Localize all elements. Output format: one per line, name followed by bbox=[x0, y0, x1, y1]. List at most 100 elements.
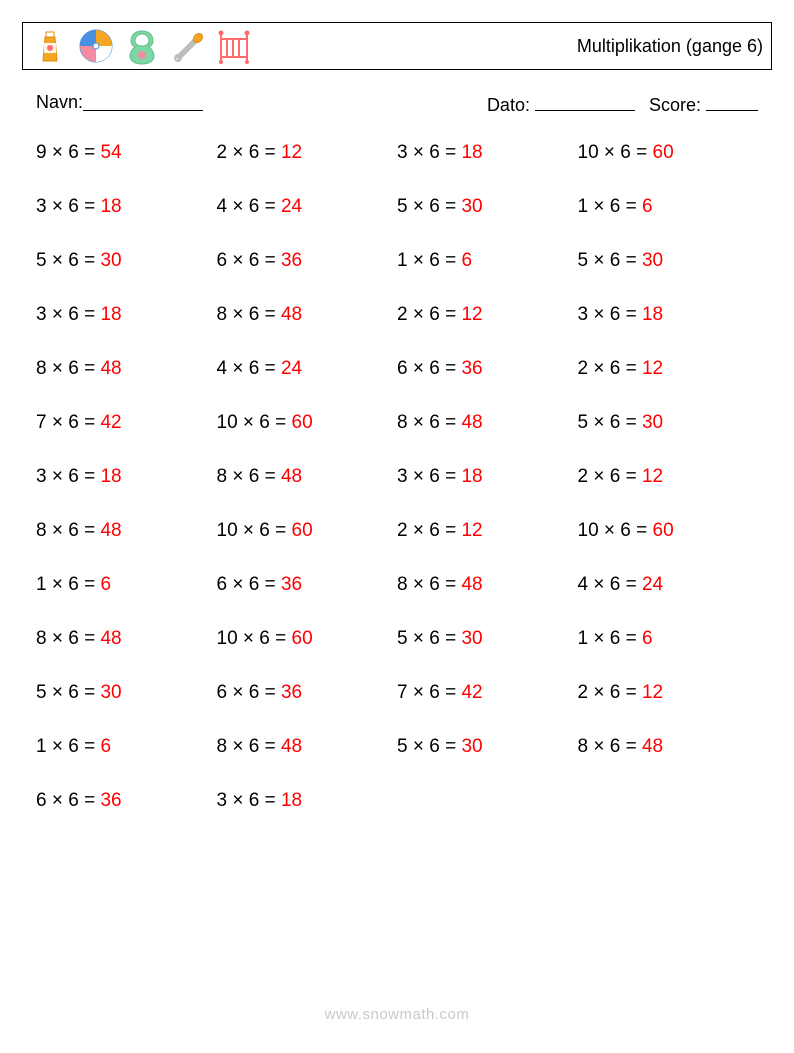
problem-answer: 6 bbox=[461, 250, 472, 271]
problem-answer: 48 bbox=[461, 412, 482, 433]
problem-expression: 3 × 6 = bbox=[36, 304, 100, 325]
problem: 8 × 6 = 48 bbox=[397, 574, 578, 596]
problem-expression: 2 × 6 = bbox=[578, 466, 642, 487]
problem: 5 × 6 = 30 bbox=[578, 250, 759, 272]
date-field: Dato: bbox=[487, 92, 635, 116]
problem: 3 × 6 = 18 bbox=[36, 196, 217, 218]
header-icons bbox=[29, 25, 255, 67]
problem-expression: 5 × 6 = bbox=[578, 412, 642, 433]
problem-expression: 3 × 6 = bbox=[397, 466, 461, 487]
problem-answer: 60 bbox=[292, 520, 313, 541]
problem: 8 × 6 = 48 bbox=[217, 304, 398, 326]
problem: 6 × 6 = 36 bbox=[217, 574, 398, 596]
baby-bib-icon bbox=[121, 25, 163, 67]
problem-expression: 4 × 6 = bbox=[217, 196, 281, 217]
problem: 5 × 6 = 30 bbox=[578, 412, 759, 434]
problem: 1 × 6 = 6 bbox=[36, 574, 217, 596]
problem: 8 × 6 = 48 bbox=[217, 466, 398, 488]
problem: 2 × 6 = 12 bbox=[397, 520, 578, 542]
problem-expression: 2 × 6 = bbox=[397, 304, 461, 325]
problem-answer: 60 bbox=[292, 412, 313, 433]
problem-expression: 5 × 6 = bbox=[397, 628, 461, 649]
problem-expression: 5 × 6 = bbox=[397, 196, 461, 217]
problem-answer: 6 bbox=[100, 574, 111, 595]
problem-expression: 5 × 6 = bbox=[578, 250, 642, 271]
info-row: Navn: Dato: Score: bbox=[36, 92, 758, 116]
problem: 6 × 6 = 36 bbox=[217, 682, 398, 704]
problem-answer: 48 bbox=[461, 574, 482, 595]
score-label: Score: bbox=[649, 95, 706, 115]
name-label: Navn: bbox=[36, 92, 83, 116]
problem-answer: 18 bbox=[100, 466, 121, 487]
problem-expression: 8 × 6 = bbox=[397, 574, 461, 595]
problem-answer: 30 bbox=[461, 196, 482, 217]
problem-answer: 12 bbox=[642, 682, 663, 703]
problem-answer: 42 bbox=[100, 412, 121, 433]
problem-answer: 30 bbox=[642, 412, 663, 433]
problem-answer: 12 bbox=[461, 304, 482, 325]
problem: 2 × 6 = 12 bbox=[397, 304, 578, 326]
problem-expression: 2 × 6 = bbox=[578, 358, 642, 379]
problem-expression: 2 × 6 = bbox=[397, 520, 461, 541]
problem-expression: 8 × 6 = bbox=[397, 412, 461, 433]
problem: 2 × 6 = 12 bbox=[578, 682, 759, 704]
problem-answer: 36 bbox=[281, 574, 302, 595]
problem-answer: 12 bbox=[281, 142, 302, 163]
problem: 3 × 6 = 18 bbox=[397, 142, 578, 164]
problem-answer: 12 bbox=[461, 520, 482, 541]
problem-expression: 8 × 6 = bbox=[36, 520, 100, 541]
problem-expression: 6 × 6 = bbox=[397, 358, 461, 379]
problem-answer: 36 bbox=[281, 682, 302, 703]
problem-expression: 2 × 6 = bbox=[217, 142, 281, 163]
problem-expression: 7 × 6 = bbox=[397, 682, 461, 703]
problem: 3 × 6 = 18 bbox=[36, 466, 217, 488]
problem-expression: 6 × 6 = bbox=[217, 574, 281, 595]
problem-answer: 48 bbox=[281, 304, 302, 325]
problem: 9 × 6 = 54 bbox=[36, 142, 217, 164]
problem-answer: 60 bbox=[292, 628, 313, 649]
problem-answer: 48 bbox=[100, 628, 121, 649]
problem-answer: 18 bbox=[100, 196, 121, 217]
problem: 8 × 6 = 48 bbox=[217, 736, 398, 758]
problem: 4 × 6 = 24 bbox=[578, 574, 759, 596]
problem-answer: 30 bbox=[100, 250, 121, 271]
problem-answer: 12 bbox=[642, 358, 663, 379]
footer-text: www.snowmath.com bbox=[0, 1006, 794, 1023]
problem-answer: 48 bbox=[281, 466, 302, 487]
problem: 2 × 6 = 12 bbox=[217, 142, 398, 164]
problem: 2 × 6 = 12 bbox=[578, 358, 759, 380]
problem: 8 × 6 = 48 bbox=[36, 358, 217, 380]
problem-expression: 8 × 6 = bbox=[217, 466, 281, 487]
problem: 5 × 6 = 30 bbox=[36, 682, 217, 704]
problem-expression: 4 × 6 = bbox=[578, 574, 642, 595]
name-underline bbox=[83, 92, 203, 111]
problem-expression: 1 × 6 = bbox=[36, 574, 100, 595]
date-underline bbox=[535, 92, 635, 111]
problem: 5 × 6 = 30 bbox=[397, 736, 578, 758]
problem-answer: 60 bbox=[653, 520, 674, 541]
problem-answer: 18 bbox=[461, 142, 482, 163]
problem-expression: 1 × 6 = bbox=[578, 628, 642, 649]
problem-expression: 10 × 6 = bbox=[217, 520, 292, 541]
problem: 3 × 6 = 18 bbox=[578, 304, 759, 326]
problem-answer: 48 bbox=[281, 736, 302, 757]
problems-grid: 9 × 6 = 542 × 6 = 123 × 6 = 1810 × 6 = 6… bbox=[36, 142, 758, 812]
problem: 8 × 6 = 48 bbox=[36, 520, 217, 542]
problem: 7 × 6 = 42 bbox=[397, 682, 578, 704]
problem-answer: 48 bbox=[100, 520, 121, 541]
score-underline bbox=[706, 92, 758, 111]
problem-answer: 30 bbox=[461, 628, 482, 649]
problem-answer: 18 bbox=[461, 466, 482, 487]
problem-answer: 6 bbox=[642, 196, 653, 217]
problem-answer: 30 bbox=[100, 682, 121, 703]
problem-answer: 30 bbox=[642, 250, 663, 271]
problem: 1 × 6 = 6 bbox=[36, 736, 217, 758]
problem-answer: 42 bbox=[461, 682, 482, 703]
problem-expression: 8 × 6 = bbox=[578, 736, 642, 757]
problem: 3 × 6 = 18 bbox=[36, 304, 217, 326]
problem-expression: 1 × 6 = bbox=[397, 250, 461, 271]
beach-ball-icon bbox=[75, 25, 117, 67]
problem-expression: 5 × 6 = bbox=[36, 682, 100, 703]
problem-expression: 6 × 6 = bbox=[217, 250, 281, 271]
score-field: Score: bbox=[649, 92, 758, 116]
